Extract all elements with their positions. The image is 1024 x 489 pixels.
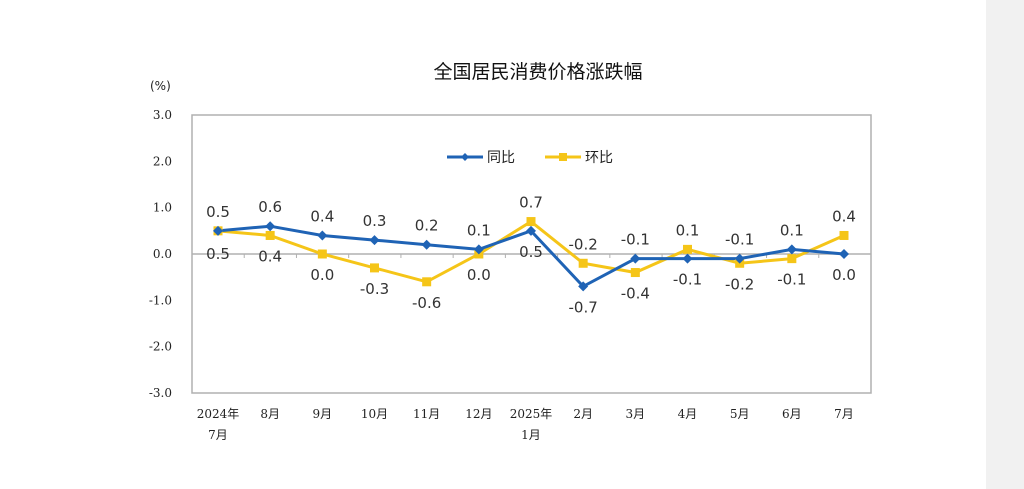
y-tick-label: 1.0	[153, 201, 172, 215]
data-point	[839, 230, 849, 240]
data-point	[630, 253, 641, 264]
data-point	[265, 221, 276, 232]
data-point	[526, 225, 536, 236]
data-label: 0.5	[519, 243, 543, 261]
legend-marker	[461, 153, 469, 161]
data-point	[317, 230, 328, 241]
data-label: -0.1	[777, 271, 806, 289]
data-label: -0.6	[412, 294, 441, 312]
x-tick-label: 2025年	[510, 407, 553, 421]
data-label: 0.1	[676, 221, 700, 239]
y-tick-label: 3.0	[153, 108, 172, 122]
x-tick-label: 4月	[678, 407, 698, 421]
y-tick-label: 0.0	[153, 247, 172, 261]
data-point	[578, 281, 589, 292]
x-tick-label: 2月	[573, 407, 593, 421]
data-label: -0.3	[360, 280, 389, 298]
x-tick-label: 3月	[626, 407, 646, 421]
data-point	[473, 244, 484, 255]
x-tick-label: 2024年	[197, 407, 240, 421]
data-point	[369, 235, 380, 246]
data-point	[839, 249, 849, 259]
data-point	[421, 239, 432, 250]
data-label: 0.4	[832, 207, 856, 225]
data-point	[682, 253, 693, 264]
x-tick-label: 5月	[730, 407, 750, 421]
data-label: -0.2	[725, 275, 754, 293]
data-label: 0.0	[310, 266, 334, 284]
data-label: -0.4	[621, 285, 650, 303]
data-label: -0.1	[725, 231, 754, 249]
data-point	[786, 244, 797, 255]
chart-title: 全国居民消费价格涨跌幅	[433, 61, 642, 83]
data-label: 0.1	[467, 221, 491, 239]
data-point	[787, 254, 797, 264]
y-axis-unit: (%)	[150, 79, 171, 93]
x-tick-label: 9月	[313, 407, 333, 421]
data-point	[317, 249, 327, 259]
side-strip	[986, 0, 1024, 489]
data-point	[578, 258, 588, 268]
y-tick-label: -1.0	[149, 293, 172, 307]
data-label: 0.4	[310, 207, 334, 225]
data-point	[422, 277, 432, 287]
x-tick-label: 8月	[260, 407, 280, 421]
data-label: 0.6	[258, 198, 282, 216]
data-label: 0.5	[206, 245, 230, 263]
data-point	[370, 263, 379, 273]
data-point	[683, 244, 692, 254]
data-label: -0.1	[621, 231, 650, 249]
data-point	[734, 253, 745, 264]
data-label: 0.5	[206, 203, 230, 221]
x-tick-label: 7月	[208, 428, 228, 442]
x-tick-label: 1月	[521, 428, 541, 442]
x-tick-label: 12月	[465, 407, 492, 421]
data-label: 0.0	[832, 266, 856, 284]
data-label: 0.3	[363, 212, 387, 230]
legend-marker	[559, 153, 567, 161]
legend-label: 环比	[585, 150, 613, 166]
x-tick-label: 11月	[413, 407, 440, 421]
legend-label: 同比	[487, 150, 515, 166]
x-tick-label: 7月	[834, 407, 854, 421]
data-label: 0.7	[519, 194, 543, 212]
data-label: 0.0	[467, 266, 491, 284]
y-tick-label: 2.0	[153, 154, 172, 168]
data-point	[526, 217, 536, 227]
data-point	[265, 230, 275, 240]
data-label: -0.1	[673, 271, 702, 289]
data-label: -0.7	[569, 298, 598, 316]
data-label: 0.2	[415, 217, 439, 235]
x-tick-label: 10月	[361, 407, 388, 421]
y-tick-label: -3.0	[149, 386, 172, 400]
data-label: 0.4	[258, 247, 282, 265]
y-tick-label: -2.0	[149, 340, 172, 354]
data-label: 0.1	[780, 221, 804, 239]
x-tick-label: 6月	[782, 407, 802, 421]
data-point	[630, 268, 640, 278]
data-label: -0.2	[569, 235, 598, 253]
data-point	[213, 225, 223, 236]
